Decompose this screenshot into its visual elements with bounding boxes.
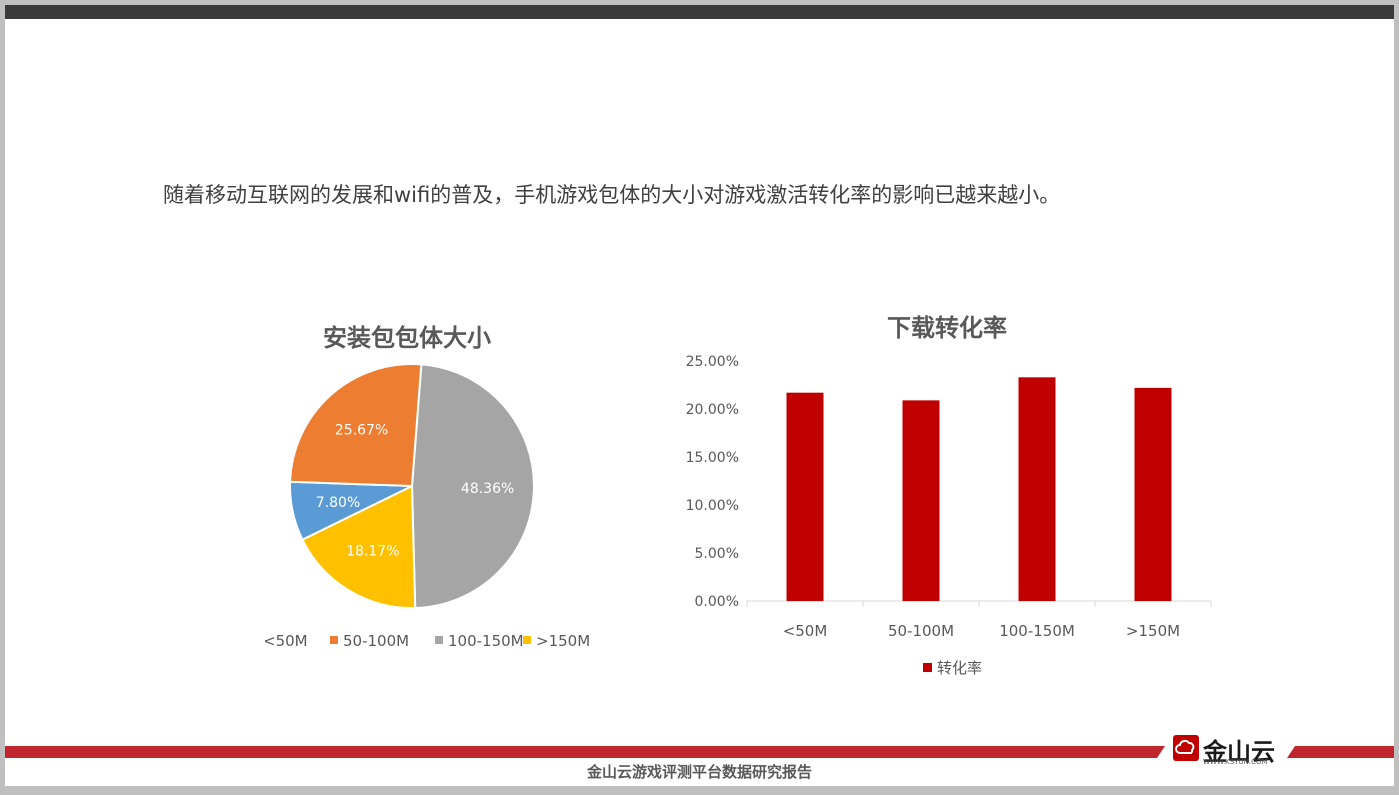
bar-chart: 0.00% 5.00% 10.00% 15.00% 20.00% 25.00% <50M 50…: [686, 354, 1212, 677]
bar: [786, 392, 824, 601]
logo-url: WWW.KSYUN.COM: [1203, 758, 1268, 766]
legend-label: 100-150M: [448, 632, 524, 650]
legend-swatch: [330, 636, 338, 644]
bar: [902, 400, 940, 601]
pie-data-label: 25.67%: [335, 423, 388, 439]
slide: 随着移动互联网的发展和wifi的普及，手机游戏包体的大小对游戏激活转化率的影响已…: [5, 5, 1394, 786]
legend-swatch: [923, 663, 932, 672]
legend-label: >150M: [536, 632, 590, 650]
pie-chart: 7.80% 25.67% 48.36% 18.17% <50M 50-100M 100-15…: [265, 363, 590, 650]
top-bar: [5, 5, 1394, 19]
legend-swatch: [435, 636, 443, 644]
y-tick-label: 10.00%: [686, 498, 739, 514]
cloud-icon: [1173, 735, 1199, 761]
y-tick-label: 5.00%: [695, 546, 739, 562]
pie-slice-3: [301, 484, 417, 609]
pie-data-label: 7.80%: [316, 495, 360, 511]
legend-label: <50M: [265, 632, 308, 650]
legend-label: 转化率: [937, 659, 982, 677]
x-tick-label: 50-100M: [888, 622, 954, 640]
legend-label: 50-100M: [343, 632, 409, 650]
y-tick-label: 15.00%: [686, 450, 739, 466]
headline: 随着移动互联网的发展和wifi的普及，手机游戏包体的大小对游戏激活转化率的影响已…: [163, 183, 1061, 207]
pie-data-label: 18.17%: [346, 544, 399, 560]
y-tick-label: 25.00%: [686, 354, 739, 370]
bar: [1018, 377, 1056, 601]
bar: [1134, 387, 1172, 601]
x-tick-label: 100-150M: [999, 622, 1075, 640]
pie-data-label: 48.36%: [461, 481, 514, 497]
x-tick-label: <50M: [783, 622, 828, 640]
x-tick-label: >150M: [1126, 622, 1180, 640]
y-tick-label: 20.00%: [686, 402, 739, 418]
footer-band: [5, 746, 1394, 758]
footer-text: 金山云游戏评测平台数据研究报告: [586, 763, 812, 781]
pie-slice-1: [289, 363, 423, 488]
pie-chart-title: 安装包包体大小: [323, 324, 491, 352]
y-tick-label: 0.00%: [695, 594, 739, 610]
logo-name: 金山云: [1203, 738, 1275, 766]
pie-slice-2: [410, 363, 535, 609]
bar-chart-title: 下载转化率: [887, 314, 1007, 342]
legend-swatch: [523, 636, 531, 644]
brand-logo: 金山云 WWW.KSYUN.COM: [1167, 732, 1285, 768]
